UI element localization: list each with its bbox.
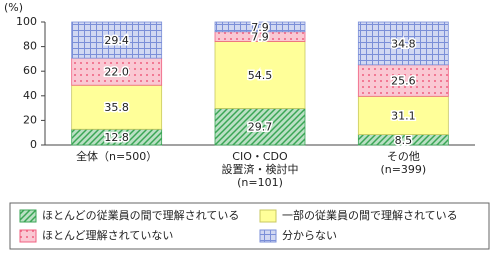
bar-segment (214, 21, 306, 33)
bar-segment (71, 84, 163, 130)
legend-box (9, 202, 490, 250)
y-unit: (%) (4, 1, 23, 14)
y-tick-label: 0 (30, 138, 37, 151)
legend-swatch (259, 209, 277, 223)
value-label: 35.8 (104, 101, 129, 114)
legend-label: ほとんどの従業員の間で理解されている (42, 208, 239, 222)
value-label: 8.5 (395, 134, 413, 147)
value-label: 7.9 (251, 21, 269, 34)
y-tick-label: 20 (23, 113, 37, 126)
y-tick-label: 80 (23, 40, 37, 53)
legend-label: 一部の従業員の間で理解されている (282, 208, 458, 222)
value-label: 22.0 (104, 66, 129, 79)
bar-segment (214, 41, 306, 109)
x-tick-label: 設置済・検討中 (222, 162, 299, 176)
bar-segment (214, 108, 306, 146)
legend-label: ほとんど理解されていない (42, 228, 173, 242)
bar-segment (71, 21, 163, 59)
legend-label: 分からない (282, 229, 337, 242)
value-label: 54.5 (248, 69, 273, 82)
bar-segment (357, 21, 449, 66)
value-label: 29.7 (248, 121, 273, 134)
x-tick-label: (n=399) (380, 163, 426, 176)
x-tick-label: 全体（n=500） (76, 149, 157, 163)
y-tick-label: 40 (23, 89, 37, 102)
x-tick-label: (n=101) (237, 176, 283, 189)
legend-swatch (19, 229, 37, 243)
value-label: 31.1 (391, 109, 416, 122)
y-tick-label: 60 (23, 64, 37, 77)
bar-segment (357, 64, 449, 97)
value-label: 7.9 (251, 31, 269, 44)
legend-swatch (19, 209, 37, 223)
y-tick-label: 100 (16, 15, 37, 28)
x-tick-label: その他 (387, 150, 420, 163)
bar-segment (71, 57, 163, 86)
legend-swatch (259, 229, 277, 243)
value-label: 12.8 (104, 131, 129, 144)
value-label: 29.4 (104, 34, 129, 47)
x-tick-label: CIO・CDO (232, 150, 288, 163)
value-label: 34.8 (391, 37, 416, 50)
value-label: 25.6 (391, 75, 416, 88)
